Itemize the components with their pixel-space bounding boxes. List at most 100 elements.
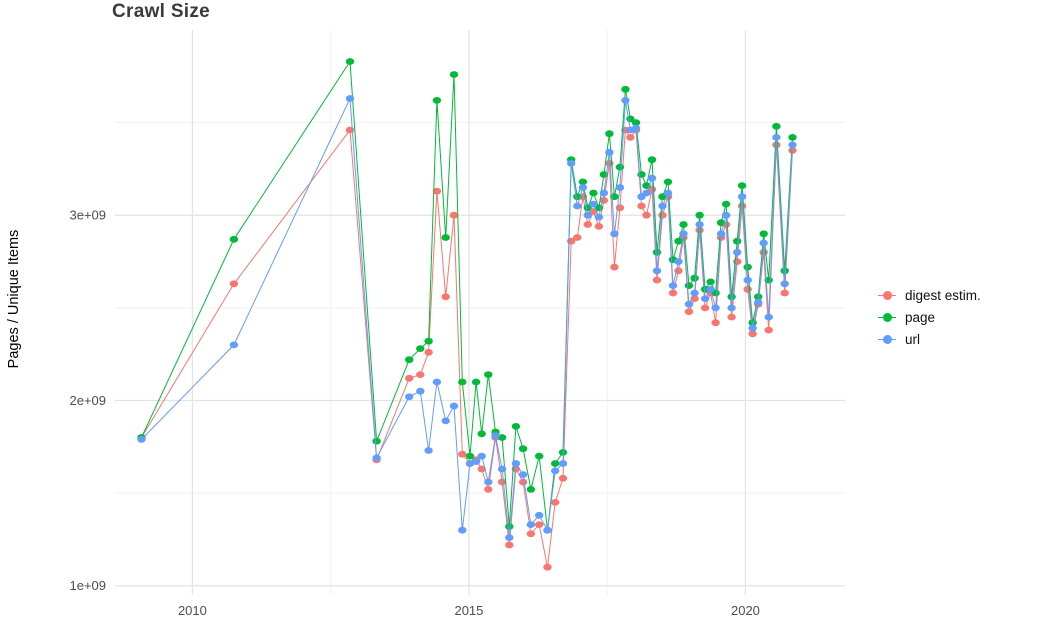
data-point-page [780, 267, 789, 275]
data-point-page [518, 445, 528, 453]
data-point-page [610, 193, 619, 201]
data-point-digest-estim- [658, 211, 667, 219]
data-point-digest-estim- [700, 304, 710, 312]
data-point-page [432, 97, 442, 104]
x-tick-label: 2020 [731, 603, 760, 618]
data-point-url [137, 436, 146, 443]
legend-item-page: page [878, 310, 981, 325]
data-point-digest-estim- [458, 450, 467, 458]
data-point-url [558, 460, 568, 467]
data-point-page [511, 423, 521, 430]
y-tick-label: 3e+09 [69, 208, 106, 223]
data-point-digest-estim- [764, 326, 773, 334]
data-point-url [484, 478, 493, 486]
data-point-url [721, 211, 731, 219]
data-point-page [748, 319, 757, 327]
data-point-page [690, 274, 699, 282]
data-point-digest-estim- [543, 563, 552, 571]
data-point-url [567, 160, 576, 167]
data-point-page [679, 221, 688, 228]
data-point-page [526, 486, 536, 493]
data-point-url [535, 511, 544, 519]
legend-label: page [905, 310, 936, 325]
data-point-digest-estim- [441, 293, 450, 301]
data-point-url [543, 526, 552, 534]
data-point-url [578, 184, 588, 191]
data-point-page [589, 189, 598, 197]
data-point-url [727, 304, 736, 312]
data-point-digest-estim- [477, 465, 486, 473]
legend-key-icon [878, 291, 896, 301]
data-point-url [573, 202, 582, 210]
data-point-page [754, 293, 763, 301]
data-point-url [668, 282, 678, 289]
data-point-page [647, 156, 657, 164]
data-point-page [772, 122, 781, 130]
data-point-page [658, 193, 667, 201]
data-point-page [737, 182, 747, 190]
data-point-page [424, 337, 433, 345]
data-point-url [405, 393, 414, 401]
data-point-url [679, 230, 688, 238]
data-point-digest-estim- [505, 541, 514, 549]
data-point-url [674, 258, 683, 265]
data-point-url [748, 324, 757, 332]
data-point-digest-estim- [610, 263, 619, 271]
data-point-url [441, 417, 450, 425]
data-point-url [711, 304, 720, 312]
data-point-digest-estim- [432, 187, 442, 195]
data-point-url [505, 534, 514, 541]
data-point-url [695, 221, 704, 228]
data-point-page [477, 430, 486, 438]
data-point-page [505, 523, 514, 530]
data-point-page [615, 163, 625, 171]
data-point-digest-estim- [449, 211, 459, 219]
legend: digest estim. page url [878, 288, 981, 347]
data-point-url [372, 454, 381, 462]
data-point-page [727, 293, 736, 301]
y-tick-label: 2e+09 [69, 393, 106, 408]
data-point-page [345, 58, 355, 65]
chart-title: Crawl Size [112, 1, 211, 22]
data-point-url [652, 267, 662, 275]
data-point-digest-estim- [518, 478, 528, 486]
data-point-url [497, 465, 507, 473]
data-point-url [706, 285, 715, 293]
data-point-url [743, 276, 752, 284]
data-point-digest-estim- [573, 234, 582, 241]
data-point-url [594, 213, 604, 221]
data-point-digest-estim- [780, 289, 789, 297]
data-point-digest-estim- [733, 258, 742, 265]
data-point-page [621, 85, 630, 93]
data-point-digest-estim- [558, 474, 568, 482]
data-point-digest-estim- [599, 197, 609, 204]
data-point-url [621, 97, 630, 104]
data-point-page [497, 434, 507, 441]
data-point-digest-estim- [229, 280, 239, 288]
series-line-page [141, 59, 793, 531]
data-point-page [551, 460, 560, 467]
data-point-url [432, 378, 442, 386]
data-point-page [706, 278, 715, 286]
data-point-url [610, 230, 619, 238]
data-point-url [589, 200, 598, 208]
data-point-url [700, 295, 710, 302]
legend-item-digest-estim-: digest estim. [878, 288, 981, 303]
data-point-page [759, 230, 768, 238]
legend-label: url [905, 332, 921, 347]
data-point-digest-estim- [526, 530, 536, 538]
legend-label: digest estim. [905, 288, 981, 303]
data-point-url [551, 467, 560, 475]
data-point-url [642, 189, 651, 197]
legend-item-url: url [878, 332, 981, 347]
data-point-digest-estim- [637, 202, 646, 210]
data-point-url [605, 148, 614, 156]
data-point-page [605, 130, 614, 138]
data-point-url [615, 184, 625, 191]
data-point-page [441, 234, 450, 241]
data-point-url [684, 300, 694, 308]
data-point-digest-estim- [416, 371, 425, 378]
data-point-page [372, 437, 381, 445]
data-point-url [690, 289, 699, 297]
